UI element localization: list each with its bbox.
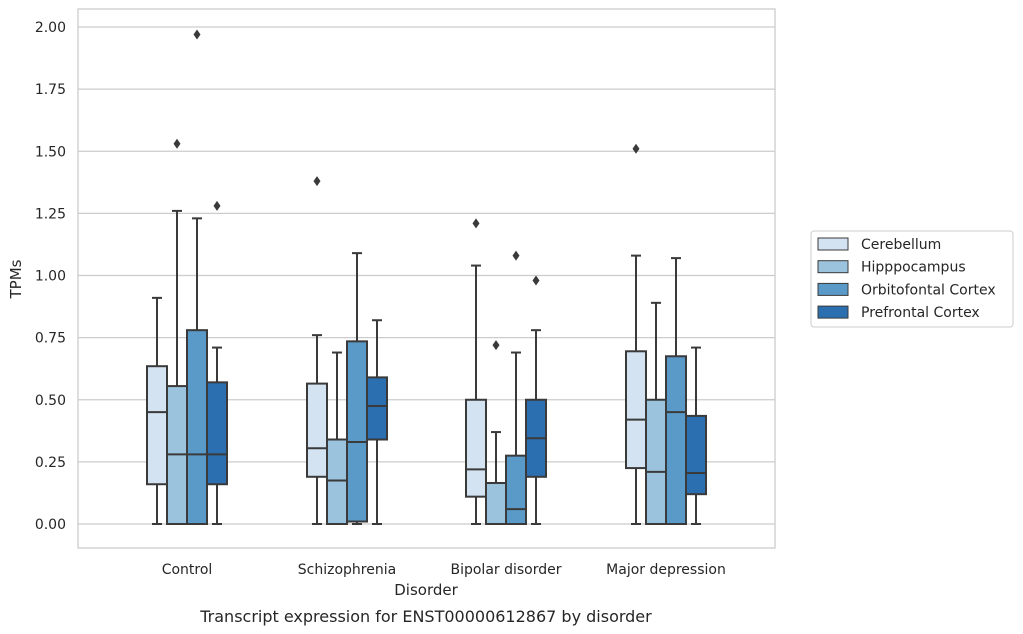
y-tick-label: 2.00 — [35, 20, 66, 36]
legend-frame — [810, 230, 1014, 328]
box-prefrontal-cortex — [685, 346, 707, 525]
x-tick-label: Major depression — [606, 562, 726, 578]
box-body — [146, 365, 168, 486]
box-orbitofontal-cortex — [505, 250, 527, 526]
x-tick-label: Control — [162, 562, 213, 578]
outlier-point — [492, 340, 500, 351]
box-orbitofontal-cortex — [346, 252, 368, 525]
legend-swatch — [817, 237, 849, 251]
box-body — [625, 350, 647, 470]
box-body — [326, 438, 348, 526]
outlier-point — [632, 143, 640, 154]
chart-caption: Transcript expression for ENST0000061286… — [199, 607, 652, 626]
box-cerebellum — [146, 296, 168, 525]
legend: Cerebellum Hipppocampus Orbitofontal Corte… — [810, 230, 1014, 328]
plot-frame — [77, 8, 776, 549]
box-hipppocampus — [485, 340, 507, 525]
box-body — [645, 398, 667, 525]
legend-label: Prefrontal Cortex — [861, 305, 980, 321]
box-cerebellum — [306, 176, 328, 525]
box-body — [346, 340, 368, 523]
outlier-point — [193, 29, 201, 40]
outlier-point — [213, 200, 221, 211]
box-body — [685, 414, 707, 496]
box-cerebellum — [625, 143, 647, 525]
legend-swatch — [817, 260, 849, 274]
outlier-point — [532, 275, 540, 286]
box-prefrontal-cortex — [525, 275, 547, 525]
y-tick-label: 0.75 — [35, 331, 66, 347]
box-body — [306, 382, 328, 478]
box-body — [485, 481, 507, 525]
x-tick-labels: Control Schizophrenia Bipolar disorder Majo… — [162, 562, 726, 578]
box-body — [505, 454, 527, 526]
legend-swatch — [817, 305, 849, 319]
legend-label: Cerebellum — [861, 237, 941, 253]
legend-label: Hipppocampus — [861, 260, 966, 276]
box-hipppocampus — [645, 301, 667, 525]
box-body — [206, 381, 228, 486]
y-tick-label: 0.50 — [35, 393, 66, 409]
x-tick-label: Schizophrenia — [298, 562, 396, 578]
y-axis-label: TPMs — [7, 259, 25, 299]
legend-label: Orbitofontal Cortex — [861, 282, 996, 298]
box-orbitofontal-cortex — [665, 257, 687, 526]
outlier-point — [512, 250, 520, 261]
y-tick-label: 1.50 — [35, 144, 66, 160]
legend-swatch — [817, 282, 849, 296]
outlier-point — [173, 138, 181, 149]
y-tick-labels: 0.00 0.25 0.50 0.75 1.00 1.25 1.50 1.75 2.00 — [35, 20, 66, 533]
x-tick-label: Bipolar disorder — [450, 562, 561, 578]
box-cerebellum — [465, 218, 487, 525]
box-series — [146, 29, 707, 526]
outlier-point — [313, 176, 321, 187]
x-axis-label: Disorder — [394, 581, 458, 599]
y-tick-label: 0.25 — [35, 455, 66, 471]
box-body — [186, 329, 208, 526]
y-tick-label: 1.75 — [35, 82, 66, 98]
y-tick-label: 0.00 — [35, 517, 66, 533]
box-prefrontal-cortex — [206, 200, 228, 525]
outlier-point — [472, 218, 480, 229]
box-hipppocampus — [166, 138, 188, 525]
y-tick-label: 1.25 — [35, 206, 66, 222]
y-tick-label: 1.00 — [35, 269, 66, 285]
box-body — [366, 376, 388, 441]
box-hipppocampus — [326, 351, 348, 526]
box-body — [465, 398, 487, 498]
box-body — [665, 355, 687, 526]
box-orbitofontal-cortex — [186, 29, 208, 526]
box-prefrontal-cortex — [366, 319, 388, 525]
